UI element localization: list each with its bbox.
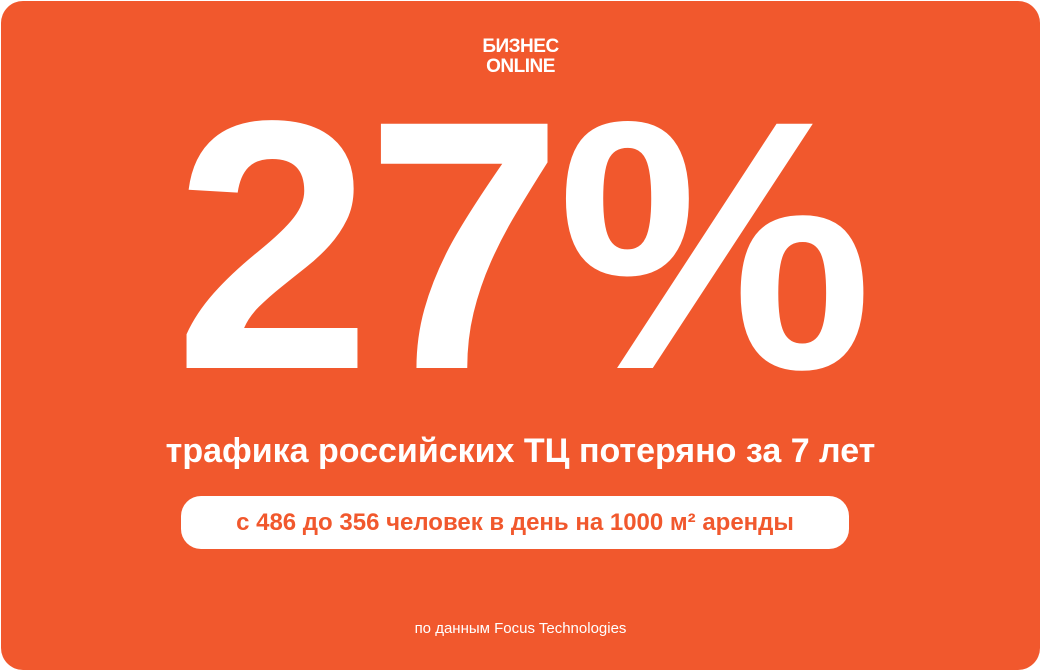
logo: БИЗНЕС ONLINE [1,37,1040,77]
detail-pill: с 486 до 356 человек в день на 1000 м² а… [181,496,849,549]
logo-line: ONLINE [486,56,555,77]
subtitle: трафика российских ТЦ потеряно за 7 лет [165,432,876,470]
source: по данным Focus Technologies [414,620,627,637]
headline: 27% [174,48,873,444]
logo-line: БИЗНЕС [482,36,559,57]
